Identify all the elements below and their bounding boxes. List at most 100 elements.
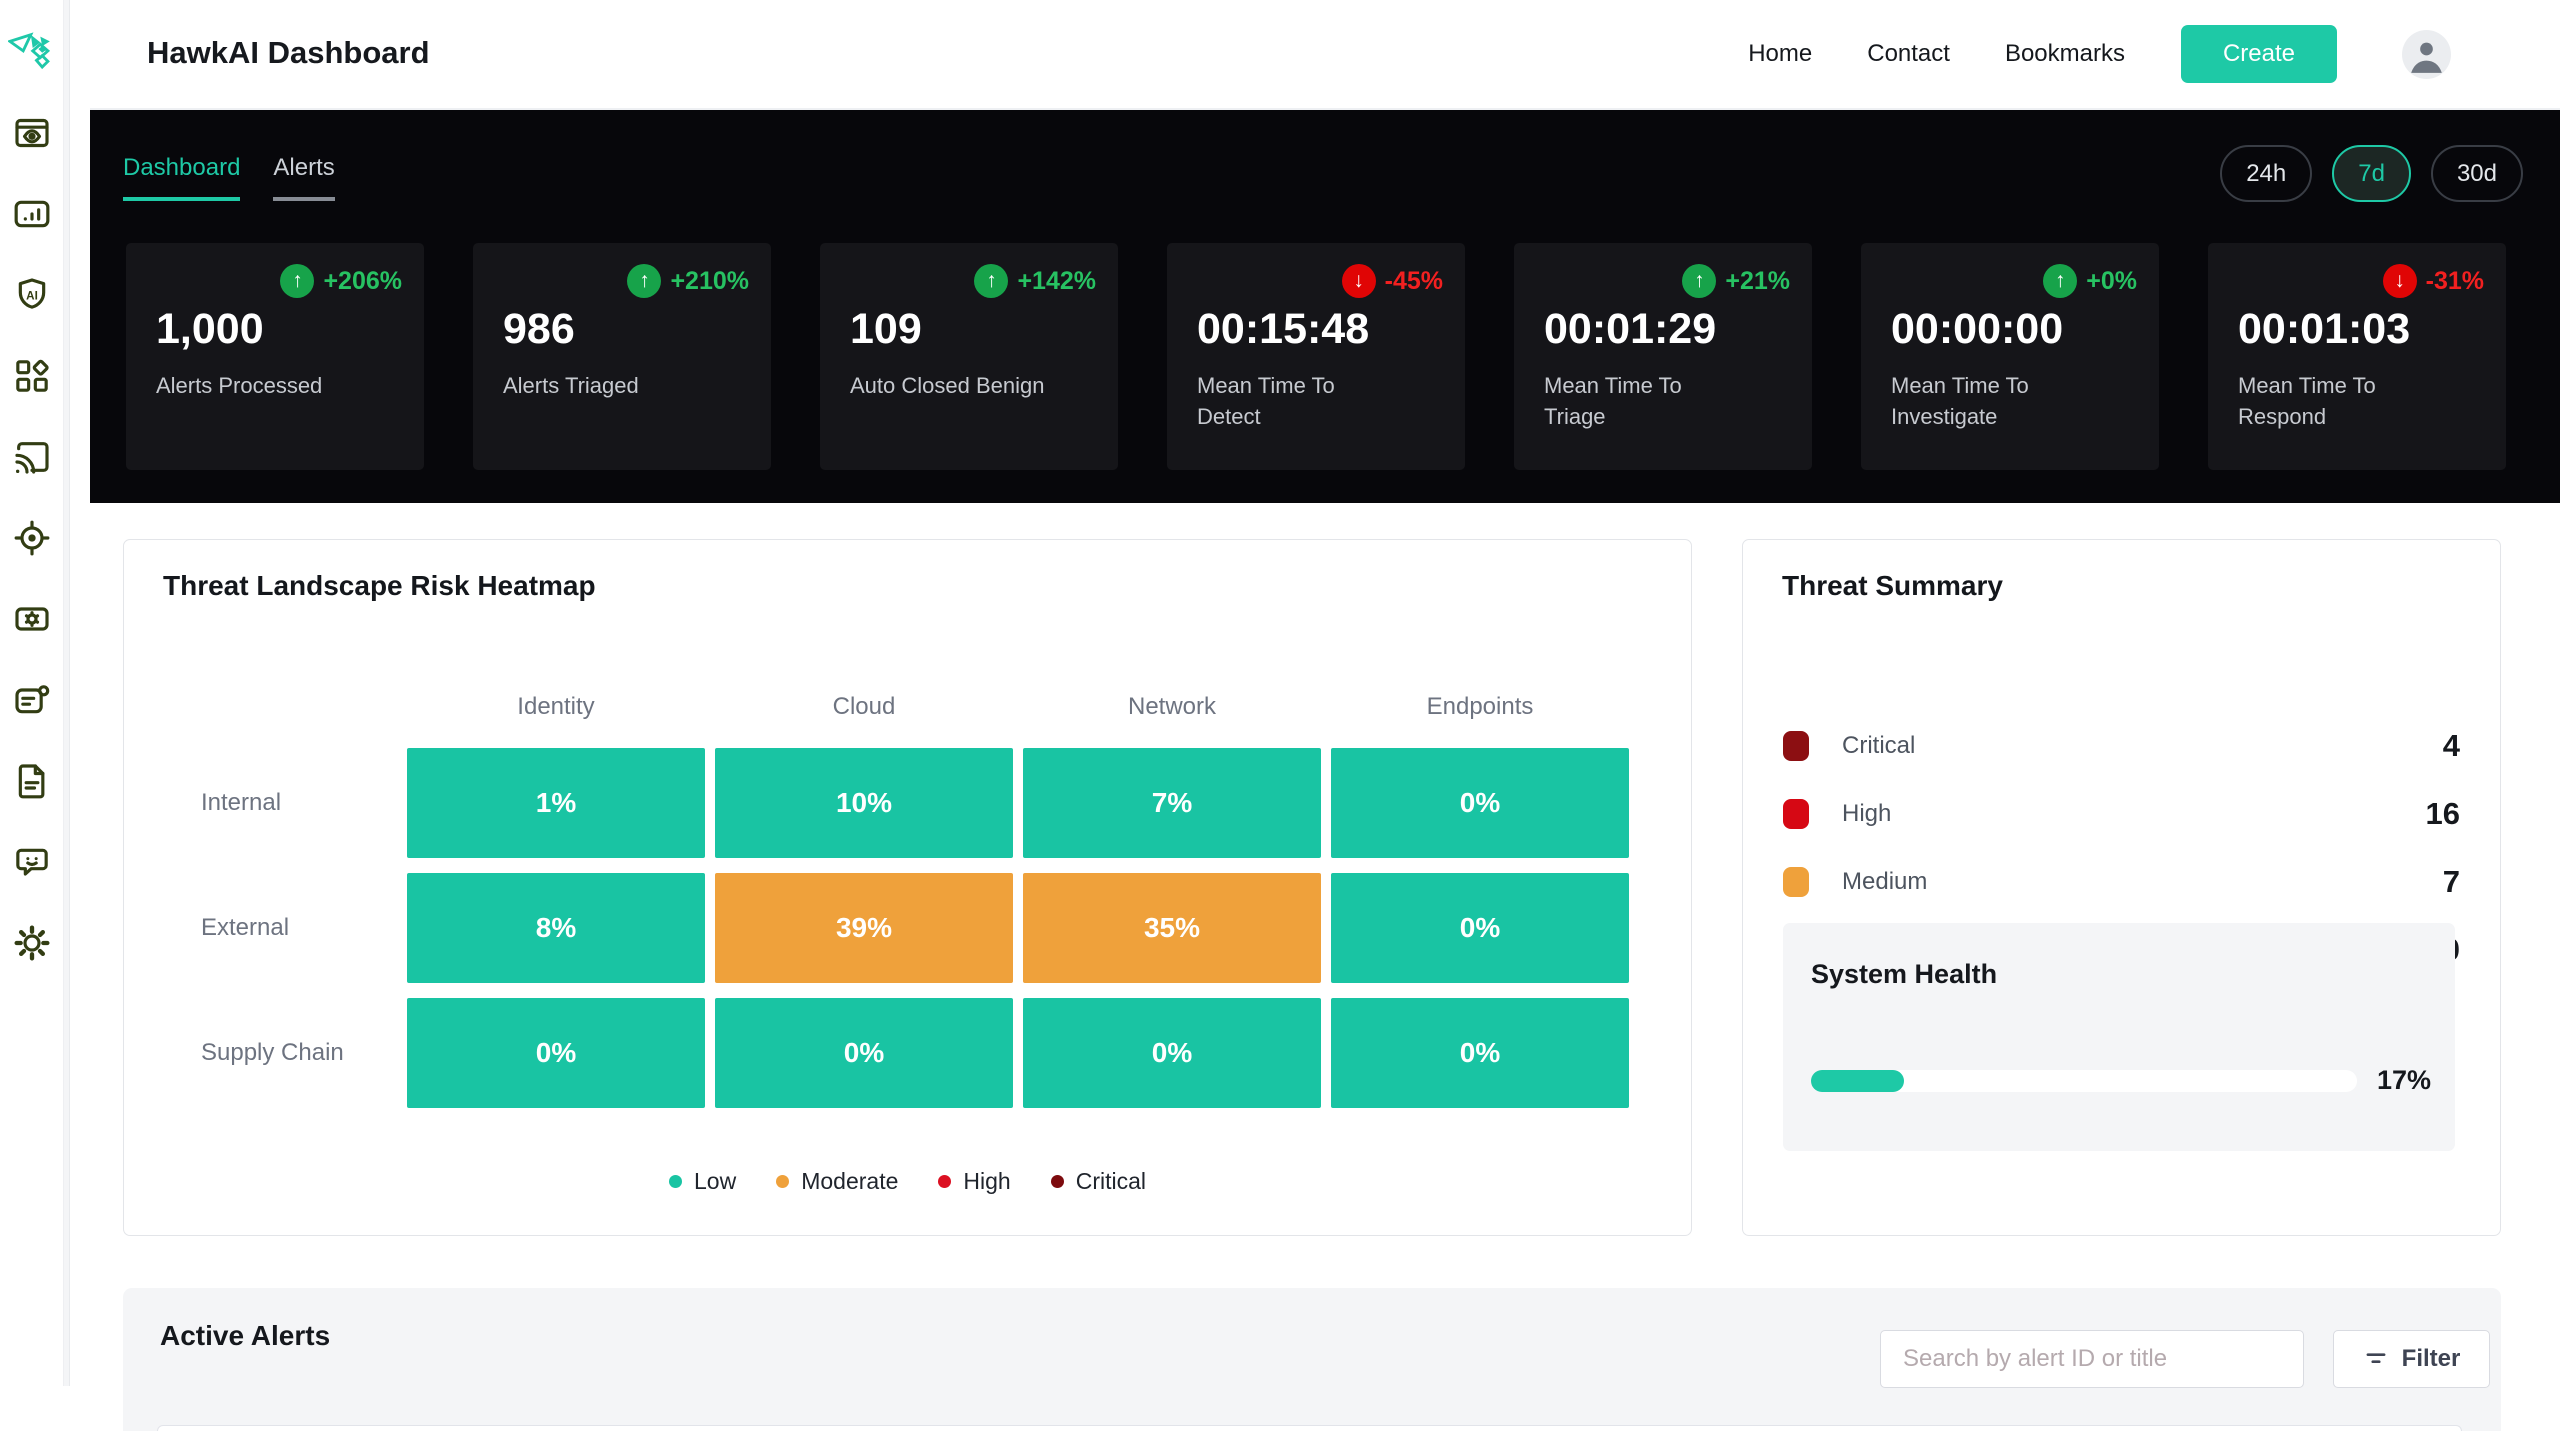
- ai-shield-icon[interactable]: AI: [12, 275, 52, 315]
- heatmap-cell: 10%: [715, 748, 1013, 858]
- kpi-delta: +206%: [323, 267, 402, 296]
- cast-icon[interactable]: [12, 437, 52, 477]
- legend-label: Critical: [1076, 1168, 1146, 1195]
- analytics-chart-icon[interactable]: [12, 194, 52, 234]
- sidebar: AI: [0, 0, 90, 1431]
- legend-dot-icon: [1051, 1175, 1064, 1188]
- kpi-delta-badge: ↑ +206%: [280, 264, 402, 298]
- severity-label: High: [1842, 800, 1891, 828]
- kpi-delta: -45%: [1385, 267, 1443, 296]
- heatmap-row-label: Internal: [163, 748, 397, 858]
- trend-arrow-icon: ↑: [1682, 264, 1716, 298]
- kpi-delta: -31%: [2426, 267, 2484, 296]
- legend-dot-icon: [776, 1175, 789, 1188]
- threat-summary-card: Threat Summary Critical 4 High 16 Medium…: [1742, 539, 2501, 1236]
- kpi-label: Mean Time To Triage: [1544, 370, 1749, 432]
- time-range-30d[interactable]: 30d: [2431, 145, 2523, 202]
- heatmap-row-label: External: [163, 873, 397, 983]
- heatmap-column-header: Cloud: [715, 680, 1013, 733]
- automation-panel-icon[interactable]: [12, 599, 52, 639]
- legend-item: Critical: [1051, 1168, 1146, 1195]
- heatmap-cell: 0%: [1331, 998, 1629, 1108]
- create-button[interactable]: Create: [2181, 25, 2337, 83]
- sidebar-divider: [63, 0, 70, 1386]
- severity-chip-icon: [1783, 731, 1809, 761]
- threat-summary-row: High 16: [1783, 794, 2460, 834]
- trend-arrow-icon: ↑: [2043, 264, 2077, 298]
- kpi-label: Alerts Processed: [156, 370, 322, 401]
- settings-gear-icon[interactable]: [12, 923, 52, 963]
- heatmap-cell: 0%: [1331, 873, 1629, 983]
- trend-arrow-icon: ↓: [1342, 264, 1376, 298]
- alert-search-input[interactable]: [1880, 1330, 2304, 1388]
- threat-summary-row: Medium 7: [1783, 862, 2460, 902]
- kpi-row: ↑ +206% 1,000 Alerts Processed ↑ +210% 9…: [126, 243, 2506, 470]
- heatmap-column-header: Network: [1023, 680, 1321, 733]
- threat-heatmap-card: Threat Landscape Risk Heatmap IdentityCl…: [123, 539, 1692, 1236]
- nav-link-home[interactable]: Home: [1748, 40, 1812, 68]
- threat-summary-title: Threat Summary: [1782, 570, 2003, 602]
- kpi-label: Mean Time To Respond: [2238, 370, 2443, 432]
- severity-count: 7: [2443, 864, 2460, 900]
- kpi-delta: +210%: [670, 267, 749, 296]
- legend-item: Low: [669, 1168, 736, 1195]
- kpi-value: 986: [503, 305, 575, 354]
- alerts-table: [157, 1425, 2462, 1431]
- legend-label: High: [963, 1168, 1010, 1195]
- kpi-delta-badge: ↓ -45%: [1342, 264, 1443, 298]
- kpi-label: Mean Time To Investigate: [1891, 370, 2096, 432]
- time-range-24h[interactable]: 24h: [2220, 145, 2312, 202]
- compose-message-icon[interactable]: [12, 680, 52, 720]
- threat-summary-row: Critical 4: [1783, 726, 2460, 766]
- heatmap-cell: 8%: [407, 873, 705, 983]
- hero-tabs: Dashboard Alerts: [123, 154, 335, 201]
- document-icon[interactable]: [12, 761, 52, 801]
- severity-chip-icon: [1783, 867, 1809, 897]
- hawkai-logo-icon: [8, 30, 65, 78]
- kpi-delta-badge: ↑ +142%: [974, 264, 1096, 298]
- filter-button[interactable]: Filter: [2333, 1330, 2490, 1388]
- system-health-percent: 17%: [2377, 1065, 2431, 1096]
- target-scope-icon[interactable]: [12, 518, 52, 558]
- heatmap-cell: 0%: [407, 998, 705, 1108]
- heatmap-legend: Low Moderate High Critical: [124, 1168, 1691, 1195]
- heatmap-cell: 35%: [1023, 873, 1321, 983]
- severity-count: 16: [2426, 796, 2460, 832]
- kpi-value: 00:01:29: [1544, 305, 1716, 354]
- tab-alerts[interactable]: Alerts: [273, 154, 334, 201]
- kpi-delta-badge: ↑ +210%: [627, 264, 749, 298]
- svg-text:AI: AI: [26, 289, 38, 302]
- kpi-card: ↑ +21% 00:01:29 Mean Time To Triage: [1514, 243, 1812, 470]
- legend-item: High: [938, 1168, 1010, 1195]
- kpi-value: 00:00:00: [1891, 305, 2063, 354]
- time-range-group: 24h 7d 30d: [2220, 145, 2523, 202]
- monitor-eye-icon[interactable]: [12, 113, 52, 153]
- tab-dashboard[interactable]: Dashboard: [123, 154, 240, 201]
- chat-bubble-icon[interactable]: [12, 842, 52, 882]
- kpi-card: ↑ +142% 109 Auto Closed Benign: [820, 243, 1118, 470]
- severity-count: 4: [2443, 728, 2460, 764]
- time-range-7d[interactable]: 7d: [2332, 145, 2411, 202]
- heatmap-column-header: Identity: [407, 680, 705, 733]
- apps-grid-icon[interactable]: [12, 356, 52, 396]
- legend-label: Moderate: [801, 1168, 898, 1195]
- severity-label: Critical: [1842, 732, 1915, 760]
- kpi-delta: +0%: [2086, 267, 2137, 296]
- heatmap-cell: 0%: [1331, 748, 1629, 858]
- heatmap-grid: IdentityCloudNetworkEndpointsInternal1%1…: [163, 680, 1629, 1108]
- kpi-delta-badge: ↑ +0%: [2043, 264, 2137, 298]
- header-nav: Home Contact Bookmarks: [1748, 40, 2125, 68]
- nav-link-bookmarks[interactable]: Bookmarks: [2005, 40, 2125, 68]
- heatmap-cell: 0%: [715, 998, 1013, 1108]
- top-header: HawkAI Dashboard HomeContactBookmarks Cr…: [90, 0, 2560, 110]
- trend-arrow-icon: ↑: [627, 264, 661, 298]
- legend-label: Low: [694, 1168, 736, 1195]
- nav-link-contact[interactable]: Contact: [1867, 40, 1950, 68]
- heatmap-cell: 39%: [715, 873, 1013, 983]
- system-health-fill: [1811, 1070, 1904, 1092]
- legend-item: Moderate: [776, 1168, 898, 1195]
- user-avatar[interactable]: [2402, 30, 2451, 79]
- heatmap-column-header: Endpoints: [1331, 680, 1629, 733]
- kpi-label: Auto Closed Benign: [850, 370, 1044, 401]
- heatmap-title: Threat Landscape Risk Heatmap: [163, 570, 596, 602]
